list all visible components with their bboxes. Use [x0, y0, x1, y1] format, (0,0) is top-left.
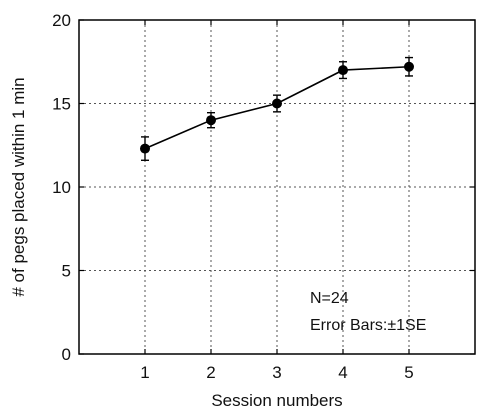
data-point	[404, 61, 414, 72]
y-tick-label: 15	[52, 95, 71, 114]
x-tick-label: 3	[272, 363, 281, 382]
x-axis-title: Session numbers	[211, 391, 342, 410]
y-tick-label: 5	[62, 262, 71, 281]
x-tick-label: 5	[404, 363, 413, 382]
data-series	[140, 56, 414, 161]
data-point	[272, 98, 282, 109]
x-tick-label: 2	[206, 363, 215, 382]
data-point	[206, 115, 216, 126]
y-tick-label: 10	[52, 178, 71, 197]
x-tick-label: 4	[338, 363, 347, 382]
data-point	[140, 143, 150, 154]
x-tick-label: 1	[140, 363, 149, 382]
y-tick-label: 20	[52, 11, 71, 30]
error-bars-annotation: Error Bars:±1SE	[310, 317, 426, 334]
grid-lines	[79, 20, 475, 354]
sample-size-annotation: N=24	[310, 290, 349, 307]
y-axis-title: # of pegs placed within 1 min	[9, 77, 28, 296]
y-tick-label: 0	[62, 345, 71, 364]
axis-ticks: 0 5 10 15 20 1 2 3 4 5	[52, 11, 475, 382]
data-point	[338, 65, 348, 76]
